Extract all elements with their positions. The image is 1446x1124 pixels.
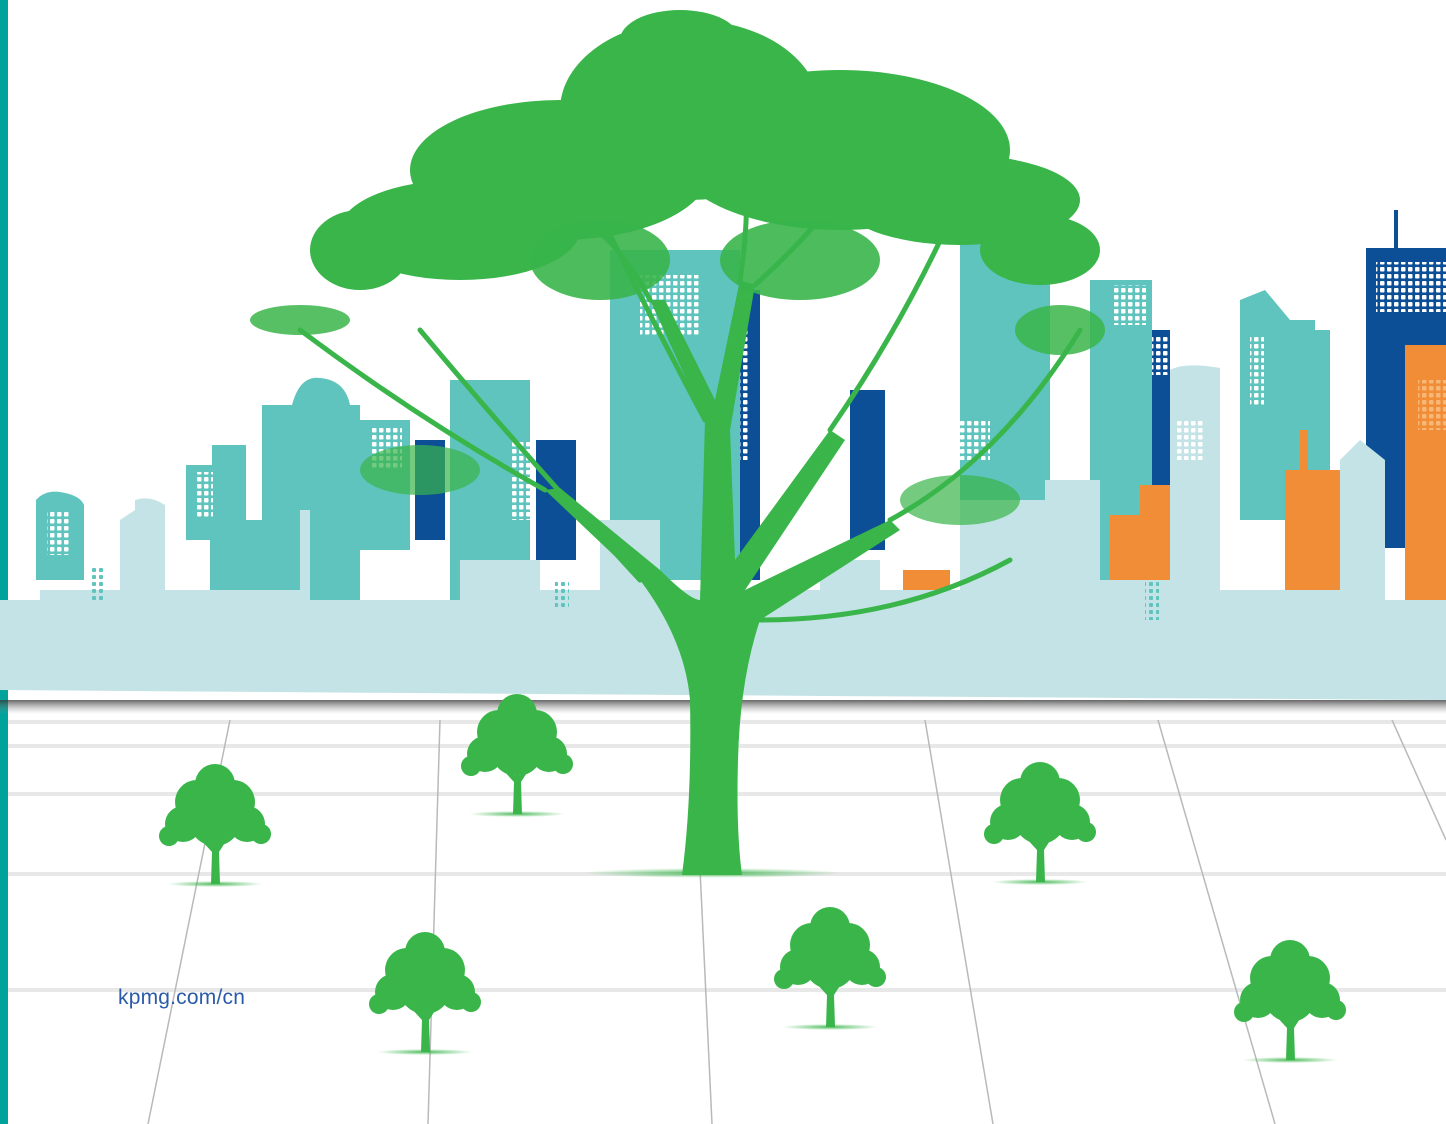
small-tree [774, 907, 886, 1030]
small-tree [1234, 940, 1346, 1063]
small-tree [369, 932, 481, 1055]
accent-bar [0, 0, 8, 1124]
website-url: kpmg.com/cn [118, 986, 246, 1009]
floor-perspective [147, 719, 1446, 1124]
main-tree [250, 10, 1105, 878]
small-tree [159, 764, 271, 887]
skyline [0, 195, 1446, 714]
small-tree [984, 762, 1096, 885]
